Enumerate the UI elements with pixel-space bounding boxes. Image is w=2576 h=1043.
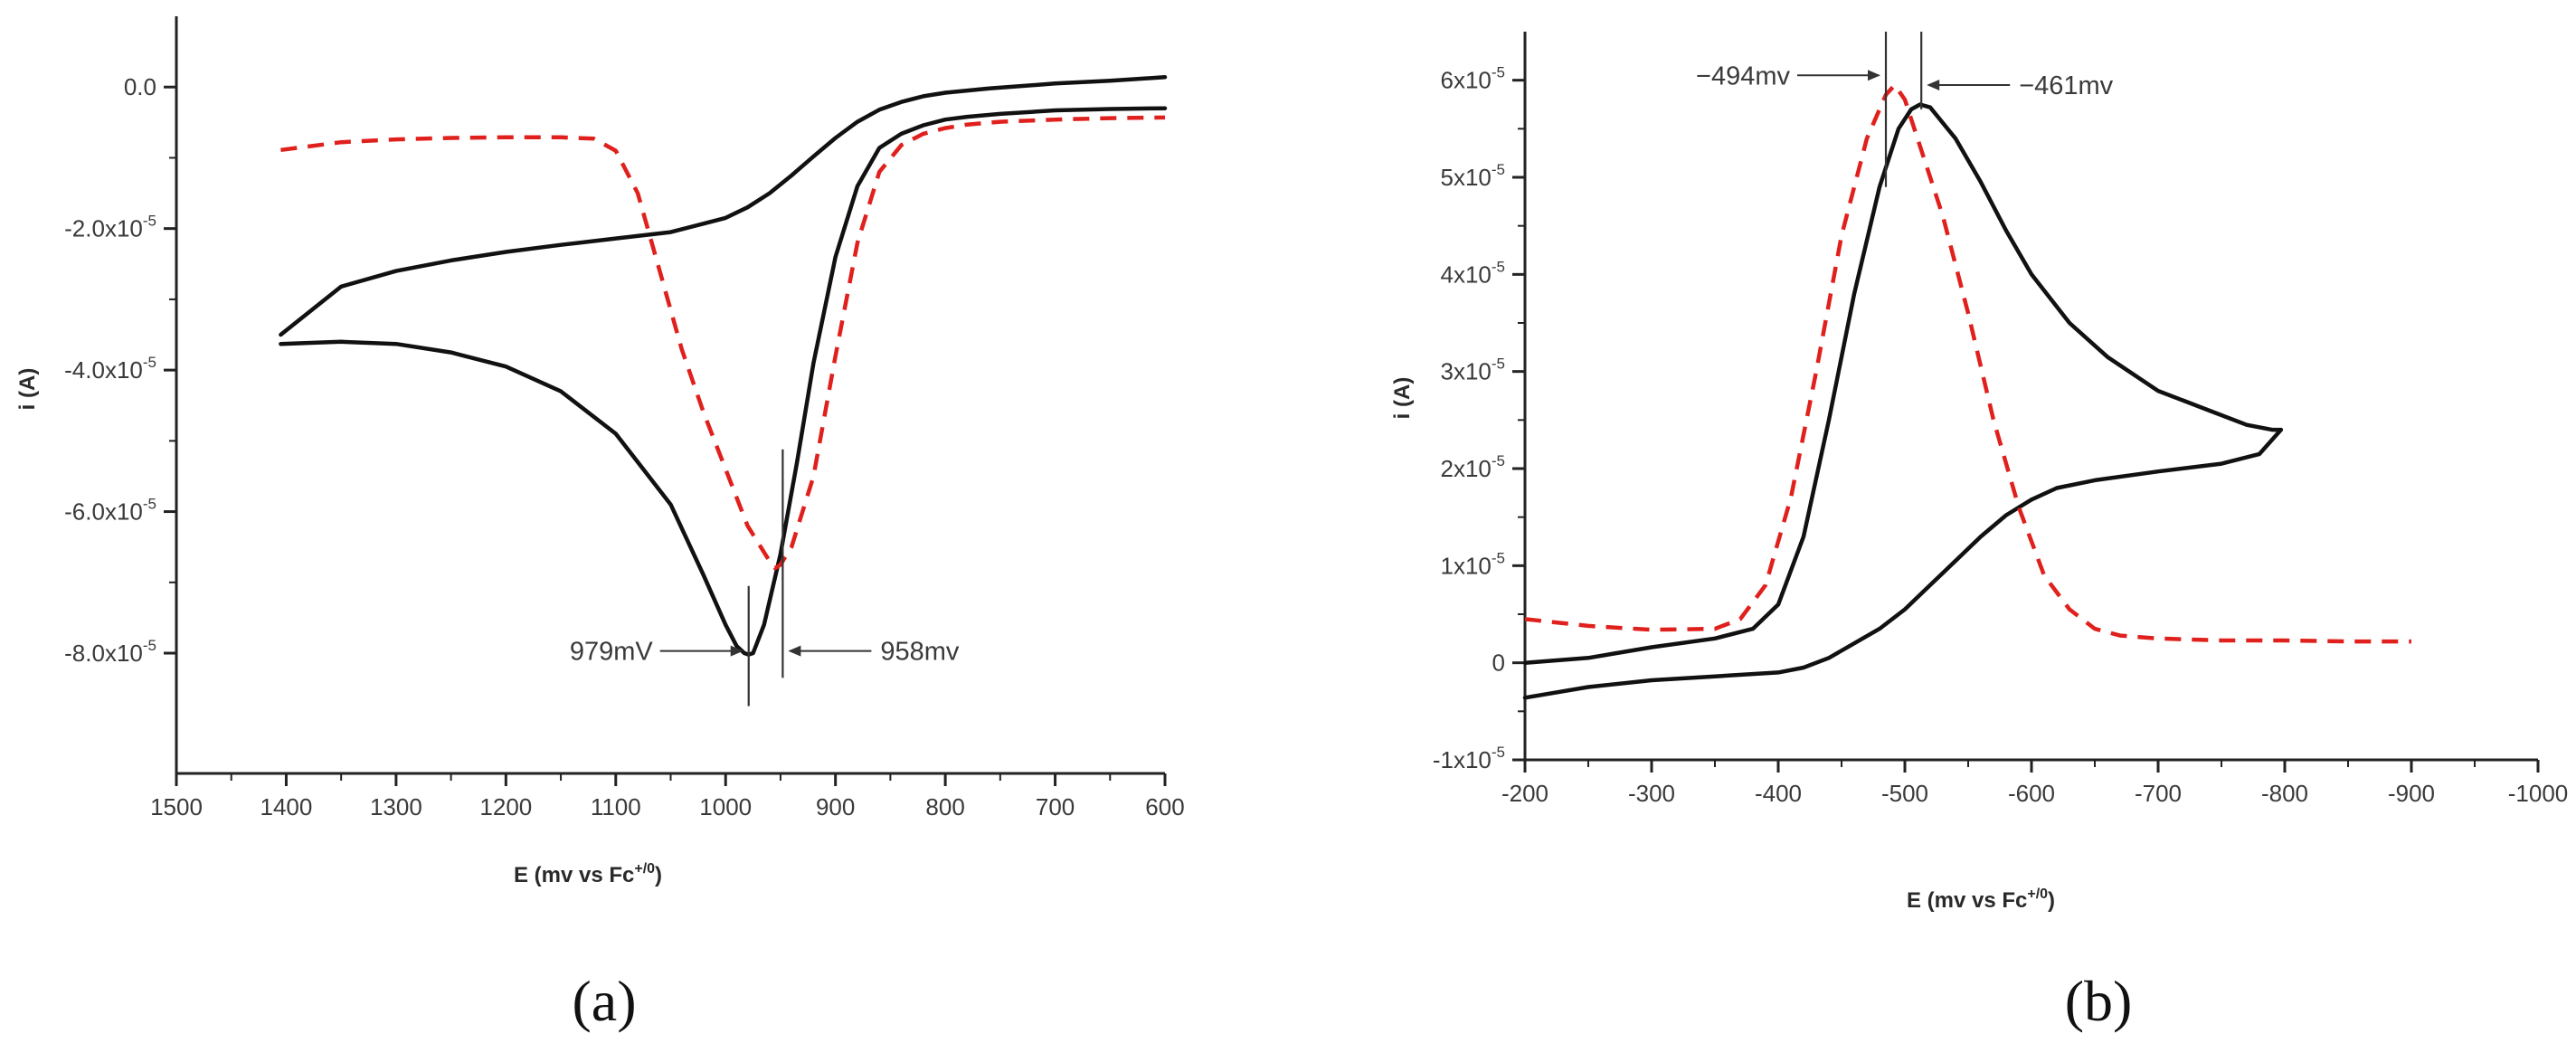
panel-a-annotations: 979mV 958mv — [570, 449, 960, 706]
panel-b-x-tick-label: -800 — [2261, 780, 2308, 807]
panel-b-y-tick-label: 3x10-5 — [1440, 356, 1505, 385]
panel-a-x-tick-label: 700 — [1036, 793, 1075, 820]
panel-b-x-tick-label: -1000 — [2508, 780, 2569, 807]
panel-a-y-tick-label: -2.0x10-5 — [64, 213, 156, 242]
panel-b-x-tick-label: -300 — [1628, 780, 1675, 807]
panel-b-x-tick-label: -600 — [2008, 780, 2055, 807]
panel-a-y-axis-title: i (A) — [15, 368, 40, 411]
panel-a-series-dashed — [280, 115, 1166, 571]
panel-b-label: (b) — [2065, 969, 2133, 1033]
panel-a-series — [279, 75, 1168, 657]
panel-a-y-tick-label: 0.0 — [124, 73, 156, 100]
panel-b-y-tick-label: 1x10-5 — [1440, 549, 1505, 579]
panel-a-annotation-arrowhead — [730, 645, 743, 657]
panel-b-y-tick-label: -1x10-5 — [1433, 744, 1505, 773]
panel-b-x-tick-label: -700 — [2135, 780, 2182, 807]
panel-a-x-tick-label: 800 — [925, 793, 964, 820]
panel-b: -200 -300 -400 -500 -600 -700 -800 -900 -1000 -1x… — [1390, 32, 2568, 1033]
panel-b-series-solid-reverse — [1522, 427, 2284, 700]
panel-a-x-tick-label: 1400 — [260, 793, 313, 820]
panel-a-annotation-label: 979mV — [570, 638, 654, 667]
panel-a-x-tick-label: 1100 — [591, 793, 641, 820]
panel-a-x-axis-title: E (mv vs Fc+/0) — [514, 861, 662, 887]
panel-b-x-tick-label: -900 — [2388, 780, 2435, 807]
panel-a-series-solid-upper — [279, 75, 1168, 337]
panel-b-annotation-arrowhead — [1927, 80, 1940, 91]
panel-a-label: (a) — [572, 969, 636, 1033]
panel-b-annotation-label: −494mv — [1696, 62, 1790, 90]
panel-a-annotation: 979mV — [570, 638, 743, 667]
panel-a-x-tick-label: 1300 — [370, 793, 422, 820]
panel-a-x-tick-label: 1200 — [479, 793, 532, 820]
panel-a: 1500 1400 1300 1200 1100 1000 900 800 700 600 0.0 -… — [15, 16, 1185, 1033]
panel-b-x-tick-label: -500 — [1881, 780, 1928, 807]
panel-a-axes: 1500 1400 1300 1200 1100 1000 900 800 700 600 0.0 -… — [64, 16, 1185, 820]
panel-b-y-tick-label: 0 — [1492, 650, 1505, 677]
panel-b-annotation: −494mv — [1696, 62, 1880, 90]
panel-a-series-solid — [279, 106, 1168, 657]
panel-b-series-dashed — [1524, 82, 2411, 644]
panel-b-x-tick-label: -200 — [1501, 780, 1548, 807]
panel-b-y-tick-label: 5x10-5 — [1440, 161, 1505, 191]
panel-a-annotation-label: 958mv — [880, 638, 960, 667]
panel-a-x-tick-label: 600 — [1145, 793, 1184, 820]
panel-b-y-tick-label: 2x10-5 — [1440, 452, 1505, 482]
panel-a-annotation-arrowhead — [788, 645, 801, 657]
panel-a-y-tick-label: -4.0x10-5 — [64, 354, 156, 384]
panel-b-y-axis-title: i (A) — [1390, 377, 1415, 420]
panel-b-annotation-arrowhead — [1868, 70, 1880, 81]
panel-b-annotation: −461mv — [1927, 71, 2114, 100]
panel-b-y-tick-label: 4x10-5 — [1440, 258, 1505, 288]
panel-a-y-tick-label: -6.0x10-5 — [64, 496, 156, 526]
panel-a-annotation: 958mv — [788, 638, 960, 667]
panel-a-x-tick-label: 1000 — [699, 793, 752, 820]
panel-a-y-tick-label: -8.0x10-5 — [64, 637, 156, 667]
panel-b-axes: -200 -300 -400 -500 -600 -700 -800 -900 -1000 -1x… — [1433, 32, 2568, 807]
panel-b-x-axis-title: E (mv vs Fc+/0) — [1907, 887, 2055, 913]
panel-a-x-tick-label: 900 — [816, 793, 855, 820]
panel-b-annotations: −494mv −461mv — [1696, 32, 2114, 187]
panel-b-series — [1522, 82, 2411, 700]
panel-b-series-solid-forward — [1522, 102, 2284, 665]
panel-b-x-tick-label: -400 — [1755, 780, 1802, 807]
panel-a-x-tick-label: 1500 — [150, 793, 203, 820]
panel-b-y-tick-label: 6x10-5 — [1440, 64, 1505, 94]
panel-b-annotation-label: −461mv — [2019, 71, 2113, 100]
